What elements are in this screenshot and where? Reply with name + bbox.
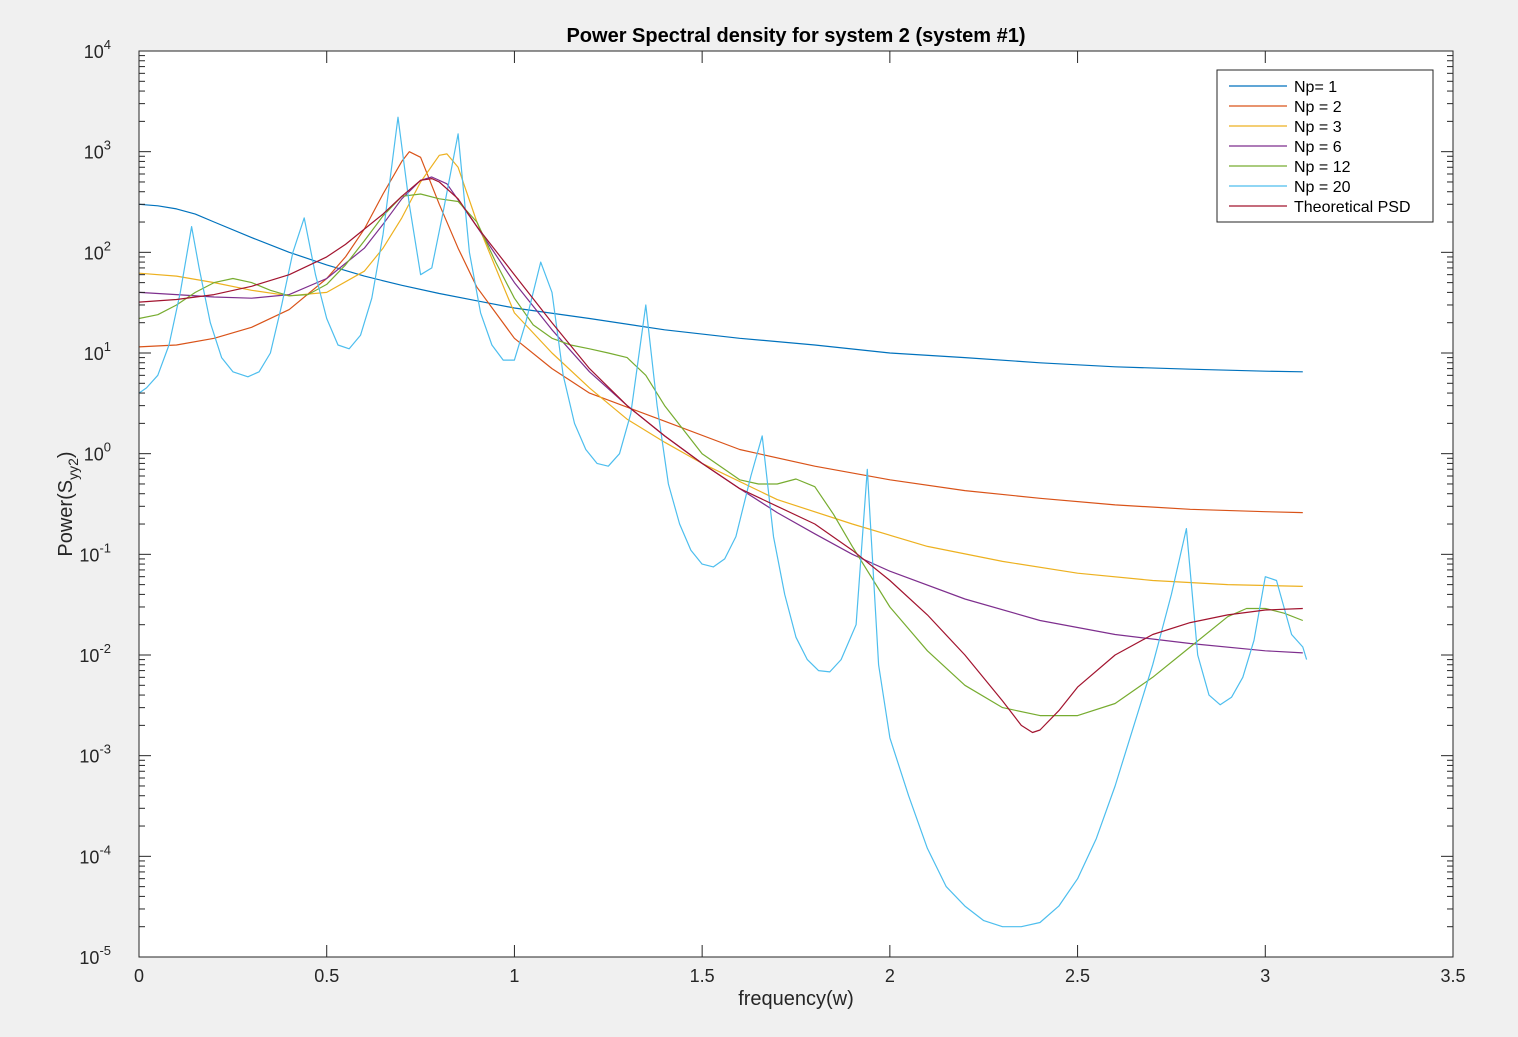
series-line-np-20 xyxy=(138,116,1308,928)
legend-entry: Np = 20 xyxy=(1294,179,1351,196)
y-tick-base: 10 xyxy=(84,42,104,62)
legend-entry: Np = 2 xyxy=(1294,99,1342,116)
series-line-np-6 xyxy=(138,176,1303,654)
series-line-np-3 xyxy=(138,153,1303,587)
y-tick-exponent: 1 xyxy=(104,339,111,354)
legend-entry: Np= 1 xyxy=(1294,79,1337,96)
y-tick-label: 101 xyxy=(84,339,111,364)
y-axis-label-suffix: ) xyxy=(55,451,77,458)
y-tick-base: 10 xyxy=(79,646,99,666)
legend-entry: Np = 6 xyxy=(1294,139,1342,156)
x-tick-label: 1.5 xyxy=(690,966,715,986)
y-tick-base: 10 xyxy=(79,747,99,767)
y-axis-label: Power(Syy2) xyxy=(55,451,81,556)
y-tick-base: 10 xyxy=(79,847,99,867)
y-tick-base: 10 xyxy=(84,344,104,364)
y-tick-label: 10-5 xyxy=(79,943,111,968)
y-tick-label: 103 xyxy=(84,138,111,163)
x-tick-label: 0.5 xyxy=(314,966,339,986)
y-tick-exponent: -5 xyxy=(99,943,111,958)
y-axis-label-base: Power(S xyxy=(55,480,77,557)
y-tick-label: 10-4 xyxy=(79,842,111,867)
y-tick-base: 10 xyxy=(84,143,104,163)
x-tick-label: 3 xyxy=(1260,966,1270,986)
series-line-np-1 xyxy=(138,203,1303,373)
ticks-layer: 0 0.5 1 1.5 2 2.5 3 3.510410310210110010-110-21… xyxy=(79,37,1465,986)
y-tick-base: 10 xyxy=(84,445,104,465)
x-tick-label: 2 xyxy=(885,966,895,986)
y-tick-label: 10-1 xyxy=(79,540,111,565)
y-tick-label: 100 xyxy=(84,440,111,465)
y-tick-base: 10 xyxy=(79,545,99,565)
legend-entry: Theoretical PSD xyxy=(1294,199,1411,216)
x-axis-label: frequency(w) xyxy=(738,988,854,1010)
y-tick-label: 10-3 xyxy=(79,742,111,767)
y-tick-base: 10 xyxy=(79,948,99,968)
x-tick-label: 1 xyxy=(509,966,519,986)
x-tick-label: 0 xyxy=(134,966,144,986)
legend-entry: Np = 12 xyxy=(1294,159,1351,176)
x-tick-label: 2.5 xyxy=(1065,966,1090,986)
y-tick-label: 104 xyxy=(84,37,111,62)
axes-box xyxy=(138,50,1454,958)
series-layer xyxy=(138,116,1308,928)
y-tick-exponent: 2 xyxy=(104,238,111,253)
y-tick-base: 10 xyxy=(84,243,104,263)
y-tick-label: 10-2 xyxy=(79,641,111,666)
chart-title: Power Spectral density for system 2 (sys… xyxy=(566,25,1025,47)
y-tick-exponent: -4 xyxy=(99,842,111,857)
y-tick-exponent: 4 xyxy=(104,37,111,52)
y-tick-exponent: -2 xyxy=(99,641,111,656)
y-tick-exponent: 0 xyxy=(104,440,111,455)
y-tick-exponent: 3 xyxy=(104,138,111,153)
x-tick-label: 3.5 xyxy=(1440,966,1465,986)
y-tick-label: 102 xyxy=(84,238,111,263)
y-tick-exponent: -1 xyxy=(99,540,111,555)
y-tick-exponent: -3 xyxy=(99,742,111,757)
y-axis-label-subscript: yy2 xyxy=(65,458,81,480)
legend: Np= 1 Np = 2 Np = 3 Np = 6 Np = 12 Np = 20 The… xyxy=(1216,69,1434,223)
series-line-np-12 xyxy=(138,193,1304,717)
series-line-theoretical-psd xyxy=(138,178,1303,734)
legend-entry: Np = 3 xyxy=(1294,119,1342,136)
